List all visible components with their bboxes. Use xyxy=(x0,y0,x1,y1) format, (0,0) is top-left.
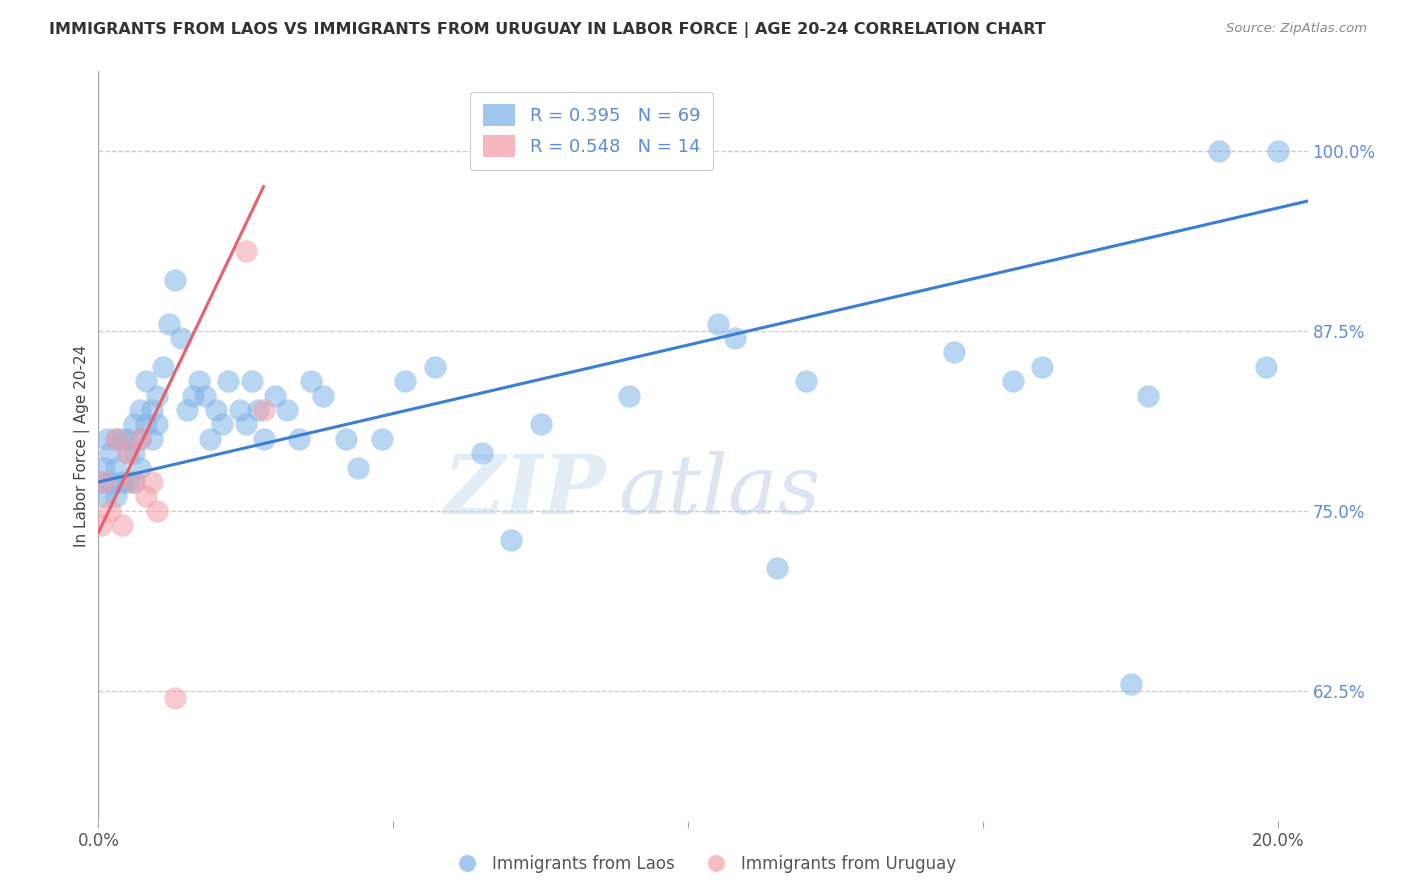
Point xyxy=(1031,359,1053,374)
Point xyxy=(205,403,228,417)
Point xyxy=(141,432,163,446)
Point xyxy=(181,388,204,402)
Text: Source: ZipAtlas.com: Source: ZipAtlas.com xyxy=(1226,22,1367,36)
Point xyxy=(235,417,257,432)
Point xyxy=(187,374,209,388)
Point xyxy=(90,518,112,533)
Point xyxy=(93,475,115,489)
Point xyxy=(135,374,157,388)
Point xyxy=(141,403,163,417)
Point xyxy=(347,460,370,475)
Point xyxy=(176,403,198,417)
Point xyxy=(194,388,217,402)
Point xyxy=(264,388,287,402)
Point xyxy=(90,475,112,489)
Point xyxy=(724,331,747,345)
Point xyxy=(96,432,118,446)
Point xyxy=(165,273,187,287)
Point xyxy=(105,490,128,504)
Point xyxy=(128,432,150,446)
Legend: R = 0.395   N = 69, R = 0.548   N = 14: R = 0.395 N = 69, R = 0.548 N = 14 xyxy=(470,92,713,170)
Point xyxy=(299,374,322,388)
Point xyxy=(276,403,298,417)
Point xyxy=(229,403,252,417)
Point xyxy=(217,374,239,388)
Point xyxy=(288,432,311,446)
Text: IMMIGRANTS FROM LAOS VS IMMIGRANTS FROM URUGUAY IN LABOR FORCE | AGE 20-24 CORRE: IMMIGRANTS FROM LAOS VS IMMIGRANTS FROM … xyxy=(49,22,1046,38)
Point xyxy=(1137,388,1160,402)
Point xyxy=(235,244,257,259)
Point xyxy=(117,432,139,446)
Point xyxy=(311,388,333,402)
Text: ZIP: ZIP xyxy=(444,451,606,531)
Point xyxy=(111,475,134,489)
Point xyxy=(98,504,121,518)
Point xyxy=(1267,144,1289,158)
Point xyxy=(122,446,145,460)
Point xyxy=(706,317,728,331)
Point xyxy=(335,432,357,446)
Point xyxy=(105,432,128,446)
Point xyxy=(135,490,157,504)
Point xyxy=(122,475,145,489)
Point xyxy=(146,417,169,432)
Legend: Immigrants from Laos, Immigrants from Uruguay: Immigrants from Laos, Immigrants from Ur… xyxy=(443,848,963,880)
Point xyxy=(105,432,128,446)
Point xyxy=(117,446,139,460)
Point xyxy=(111,518,134,533)
Point xyxy=(240,374,263,388)
Point xyxy=(200,432,222,446)
Point xyxy=(98,475,121,489)
Point xyxy=(252,403,274,417)
Point xyxy=(122,475,145,489)
Point xyxy=(117,446,139,460)
Point xyxy=(765,561,787,575)
Point xyxy=(117,475,139,489)
Point xyxy=(423,359,446,374)
Point xyxy=(942,345,965,359)
Point xyxy=(93,460,115,475)
Point xyxy=(394,374,416,388)
Point xyxy=(146,388,169,402)
Point xyxy=(141,475,163,489)
Point xyxy=(370,432,392,446)
Point xyxy=(246,403,269,417)
Point xyxy=(146,504,169,518)
Point xyxy=(105,460,128,475)
Point xyxy=(98,446,121,460)
Point xyxy=(794,374,817,388)
Point xyxy=(93,490,115,504)
Point xyxy=(211,417,233,432)
Y-axis label: In Labor Force | Age 20-24: In Labor Force | Age 20-24 xyxy=(75,345,90,547)
Point xyxy=(501,533,523,547)
Point xyxy=(252,432,274,446)
Point xyxy=(128,403,150,417)
Point xyxy=(471,446,494,460)
Point xyxy=(128,432,150,446)
Text: atlas: atlas xyxy=(619,451,821,531)
Point xyxy=(157,317,180,331)
Point xyxy=(1208,144,1230,158)
Point xyxy=(170,331,193,345)
Point xyxy=(152,359,174,374)
Point xyxy=(1119,677,1142,691)
Point xyxy=(128,460,150,475)
Point xyxy=(165,691,187,706)
Point xyxy=(122,417,145,432)
Point xyxy=(111,432,134,446)
Point xyxy=(1256,359,1278,374)
Point xyxy=(1001,374,1024,388)
Point xyxy=(135,417,157,432)
Point xyxy=(619,388,641,402)
Point xyxy=(530,417,553,432)
